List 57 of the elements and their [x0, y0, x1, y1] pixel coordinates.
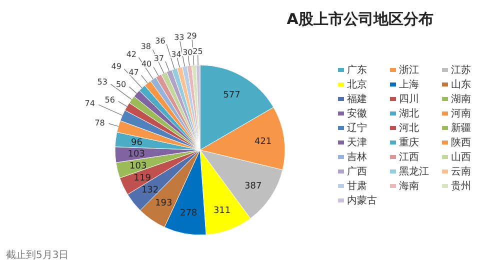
legend-label: 北京 [347, 78, 367, 90]
legend-label: 江苏 [451, 64, 471, 76]
data-label: 78 [94, 118, 105, 128]
data-label: 311 [213, 206, 231, 216]
legend-label: 天津 [347, 136, 367, 148]
legend-label: 福建 [347, 93, 367, 105]
legend-label: 湖北 [399, 108, 419, 120]
data-label: 25 [192, 47, 203, 56]
legend-label: 安徽 [347, 108, 367, 120]
legend-label: 新疆 [451, 122, 471, 134]
data-label: 132 [141, 186, 159, 196]
data-label: 36 [155, 36, 166, 46]
data-label: 47 [128, 68, 139, 78]
legend-label: 河南 [451, 108, 471, 120]
legend-label: 山西 [451, 151, 471, 163]
legend-label: 甘肃 [347, 180, 367, 192]
data-label: 119 [134, 173, 152, 184]
data-label: 53 [97, 78, 108, 87]
text: 截止到5月3日 [6, 249, 69, 261]
legend-label: 山东 [451, 78, 471, 90]
chart-title: A股上市公司地区分布 [286, 10, 434, 28]
legend-label: 湖南 [451, 93, 471, 105]
legend-label: 江西 [399, 151, 419, 163]
data-label: 42 [126, 50, 137, 60]
data-label: 37 [154, 54, 164, 63]
data-label: 34 [171, 50, 182, 59]
legend-label: 浙江 [399, 64, 419, 76]
data-label: 38 [140, 42, 152, 51]
legend-label: 云南 [451, 166, 471, 178]
data-label: 56 [104, 95, 115, 104]
data-label: 387 [244, 181, 262, 192]
data-label: 103 [130, 161, 147, 172]
data-label: 193 [155, 198, 172, 208]
legend-label: 辽宁 [347, 122, 367, 134]
data-label: 96 [131, 138, 143, 148]
legend-label: 河北 [399, 122, 419, 134]
legend-label: 吉林 [347, 151, 367, 163]
legend-label: 海南 [399, 180, 419, 192]
legend-label: 广西 [347, 166, 367, 178]
legend-label: 黑龙江 [399, 166, 429, 178]
legend-label: 内蒙古 [347, 194, 377, 206]
data-label: 49 [111, 62, 122, 72]
data-label: 30 [182, 48, 193, 57]
data-label: 50 [116, 80, 126, 90]
legend-label: 上海 [399, 78, 419, 90]
data-label: 33 [174, 32, 184, 42]
data-label: 577 [223, 90, 240, 101]
legend-label: 陕西 [451, 136, 471, 148]
data-label: 103 [128, 150, 145, 160]
data-label: 278 [180, 208, 198, 219]
legend-label: 广东 [347, 64, 367, 76]
legend-label: 贵州 [451, 180, 471, 192]
data-label: 421 [254, 136, 272, 147]
legend-label: 重庆 [399, 136, 419, 148]
data-label: 74 [84, 99, 95, 108]
data-label: 29 [186, 31, 197, 40]
legend-label: 四川 [399, 93, 419, 105]
